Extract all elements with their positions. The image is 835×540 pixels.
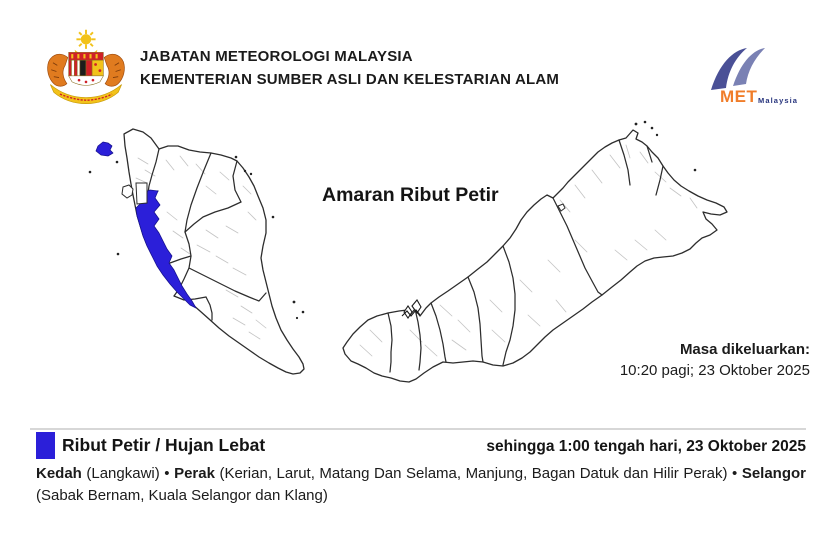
penang-island xyxy=(121,184,134,199)
met-logo-text: MET xyxy=(720,87,758,106)
valid-until-text: sehingga 1:00 tengah hari, 23 Oktober 20… xyxy=(486,438,806,455)
motto-banner xyxy=(50,84,122,105)
area-segment: (Kerian, Larut, Matang Dan Selama, Manju… xyxy=(214,465,733,482)
issued-time-label: Masa dikeluarkan: xyxy=(679,341,810,358)
brunei-bay xyxy=(401,299,422,319)
area-segment: (Langkawi) xyxy=(81,465,165,482)
area-segment: (Sabak Bernam, Kuala Selangor dan Klang) xyxy=(36,487,328,504)
area-segment: • xyxy=(732,465,742,482)
peninsular-malaysia-map xyxy=(88,128,305,375)
area-segment: Perak xyxy=(174,465,215,482)
legend-label: Ribut Petir / Hujan Lebat xyxy=(62,435,266,455)
met-malaysia-logo: MET Malaysia xyxy=(711,48,798,106)
area-segment: • xyxy=(164,465,175,482)
tiger-supporters-icon xyxy=(47,53,125,87)
divider xyxy=(30,428,806,430)
warning-area-langkawi xyxy=(95,141,114,157)
area-segment: Selangor xyxy=(741,465,807,482)
warning-area-west-coast xyxy=(135,189,197,309)
met-logo-subtext: Malaysia xyxy=(758,96,798,105)
page-title: Amaran Ribut Petir xyxy=(322,184,499,206)
agency-line-2: KEMENTERIAN SUMBER ASLI DAN KELESTARIAN … xyxy=(140,71,560,88)
division-boundaries-borneo xyxy=(387,139,664,373)
offshore-islands xyxy=(88,155,305,320)
agency-name: JABATAN METEOROLOGI MALAYSIA KEMENTERIAN… xyxy=(140,45,559,91)
issued-time-block: Masa dikeluarkan: 10:20 pagi; 23 Oktober… xyxy=(620,339,810,381)
district-boundaries-borneo xyxy=(359,144,698,357)
legend-swatch xyxy=(36,432,55,459)
area-segment: Kedah xyxy=(36,465,82,482)
affected-areas-text: Kedah (Langkawi) • Perak (Kerian, Larut,… xyxy=(36,463,806,507)
agency-line-1: JABATAN METEOROLOGI MALAYSIA xyxy=(140,48,413,65)
seberang-perai xyxy=(135,182,148,205)
met-swoosh-icon xyxy=(711,48,765,90)
shield xyxy=(68,52,104,86)
offshore-islands-borneo xyxy=(557,120,697,212)
malaysia-coat-of-arms xyxy=(47,29,125,105)
east-malaysia-map xyxy=(342,120,728,383)
issued-time-value: 10:20 pagi; 23 Oktober 2025 xyxy=(619,362,810,379)
